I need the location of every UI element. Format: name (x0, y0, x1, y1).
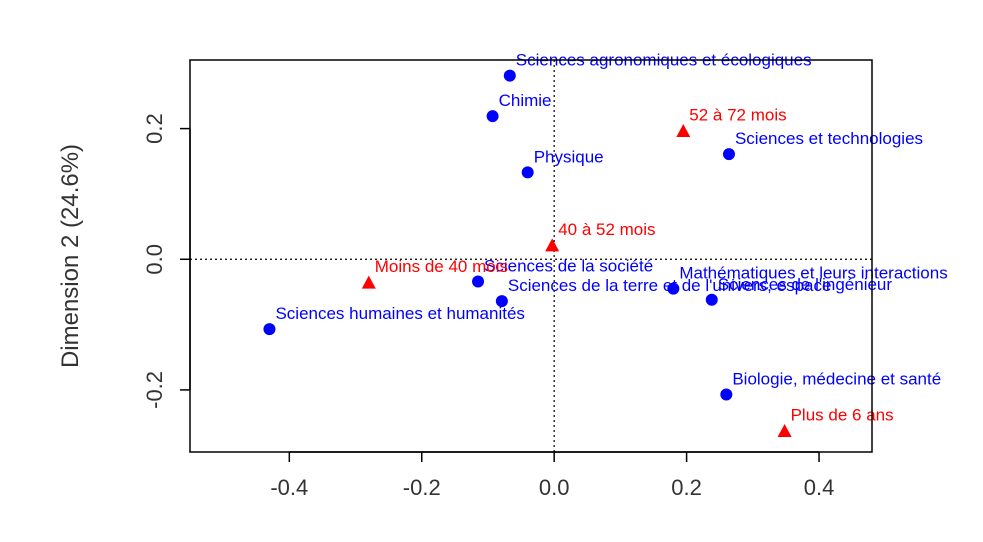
point-label: 40 à 52 mois (558, 220, 655, 239)
point-label: Physique (534, 147, 604, 166)
data-point (667, 282, 680, 295)
x-tick-label: -0.4 (270, 475, 308, 500)
y-tick-label: 0.2 (142, 113, 167, 144)
data-points (263, 69, 792, 437)
data-point (521, 166, 534, 179)
point-label: Biologie, médecine et santé (732, 370, 941, 389)
point-label: Mathématiques et leurs interactions (679, 264, 947, 283)
point-label: Moins de 40 mois (375, 257, 508, 276)
data-point (777, 423, 792, 437)
x-tick-label: -0.2 (403, 475, 441, 500)
data-point (263, 323, 276, 336)
point-label: 52 à 72 mois (689, 106, 786, 125)
plot-frame (189, 59, 873, 453)
y-tick-label: 0.0 (142, 244, 167, 275)
point-label: Sciences et technologies (735, 129, 923, 148)
y-tick-label: -0.2 (142, 371, 167, 409)
x-tick-label: 0.2 (671, 475, 702, 500)
x-tick-label: 0.0 (539, 475, 570, 500)
point-label: Chimie (499, 91, 552, 110)
x-tick-label: 0.4 (804, 475, 835, 500)
point-label: Sciences de la terre et de l'univers, es… (508, 276, 832, 295)
y-axis-title: Dimension 2 (24.6%) (57, 144, 84, 368)
data-point (495, 295, 508, 308)
point-label: Plus de 6 ans (791, 405, 894, 424)
point-label: Sciences de l'ingénieur (718, 275, 893, 294)
data-point (676, 124, 691, 138)
data-point (361, 275, 376, 289)
data-point (472, 275, 485, 288)
point-label: Sciences de la société (484, 256, 653, 275)
point-labels: Sciences agronomiques et écologiquesChim… (275, 51, 947, 425)
reference-lines (190, 60, 872, 452)
data-point (705, 293, 718, 306)
data-point (545, 238, 560, 252)
point-label: Sciences humaines et humanités (275, 304, 524, 323)
data-point (486, 110, 499, 123)
data-point (722, 148, 735, 161)
data-point (720, 388, 733, 401)
data-point (503, 69, 516, 82)
